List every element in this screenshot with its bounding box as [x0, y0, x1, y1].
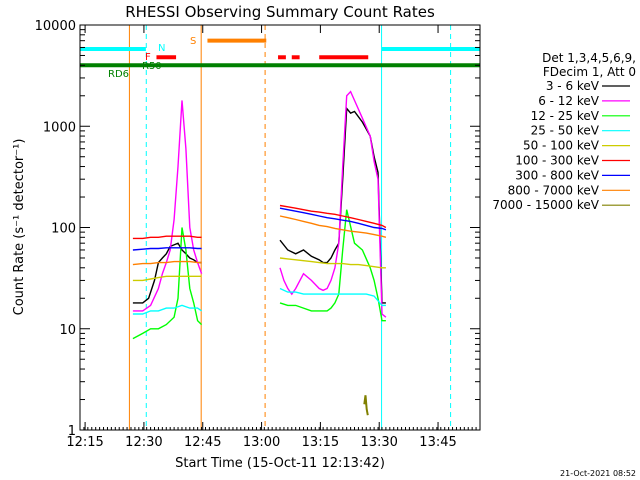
legend-label: 12 - 25 keV: [531, 109, 600, 123]
legend-label: 300 - 800 keV: [515, 168, 599, 182]
y-tick-label: 1: [68, 424, 76, 439]
y-tick-label: 1000: [43, 120, 76, 135]
annotation-rd6: RD6: [108, 69, 129, 80]
series-line-8-0: [363, 395, 369, 416]
chart-title: RHESSI Observing Summary Count Rates: [125, 3, 435, 21]
series-line-3-1: [279, 287, 386, 307]
legend-label: 800 - 7000 keV: [508, 183, 600, 197]
x-tick-label: 12:15: [66, 435, 103, 450]
series-line-7-0: [132, 260, 202, 266]
x-tick-label: 13:30: [360, 435, 397, 450]
series-line-6-1: [279, 207, 387, 231]
series-line-2-0: [132, 227, 203, 340]
series-line-7-1: [279, 215, 387, 238]
footer-timestamp: 21-Oct-2021 08:52: [560, 469, 636, 478]
x-tick-label: 13:00: [243, 435, 280, 450]
plot-frame: [79, 24, 481, 431]
legend-label: 50 - 100 keV: [523, 139, 600, 153]
legend-label: 6 - 12 keV: [538, 94, 600, 108]
series-line-4-1: [279, 257, 386, 269]
series-line-5-1: [279, 204, 387, 229]
x-tick-label: 12:30: [125, 435, 162, 450]
legend-label: 7000 - 15000 keV: [492, 198, 599, 212]
series-line-3-0: [132, 304, 203, 315]
legend: Det 1,3,4,5,6,9,FDecim 1, Att 03 - 6 keV…: [492, 51, 636, 212]
series-line-4-0: [132, 275, 202, 282]
series-line-1-0: [132, 100, 203, 312]
annotation-f: F: [145, 52, 151, 63]
annotation-r50: R50: [142, 61, 162, 72]
y-tick-label: 10000: [35, 19, 76, 34]
y-axis-label: Count Rate (s⁻¹ detector⁻¹): [12, 139, 27, 316]
x-tick-label: 12:45: [184, 435, 221, 450]
legend-header-line: Det 1,3,4,5,6,9,: [542, 51, 636, 65]
series-line-5-0: [132, 235, 202, 240]
x-tick-label: 13:45: [419, 435, 456, 450]
legend-label: 3 - 6 keV: [546, 79, 600, 93]
axes: 12:15 12:30 12:45 13:00 13:15 13:30 13:45 1 10 10…: [35, 19, 481, 450]
legend-label: 25 - 50 keV: [531, 124, 600, 138]
x-axis-label: Start Time (15-Oct-11 12:13:42): [175, 456, 385, 471]
y-tick-label: 10: [59, 323, 76, 338]
annotation-s: S: [190, 36, 196, 47]
legend-header-line: FDecim 1, Att 0: [543, 65, 636, 79]
y-tick-label: 100: [51, 222, 76, 237]
series-line-1-1: [279, 90, 387, 318]
series-line-6-0: [132, 247, 202, 251]
x-tick-label: 13:15: [302, 435, 339, 450]
annotation-n: N: [158, 43, 165, 54]
legend-label: 100 - 300 keV: [515, 154, 599, 168]
